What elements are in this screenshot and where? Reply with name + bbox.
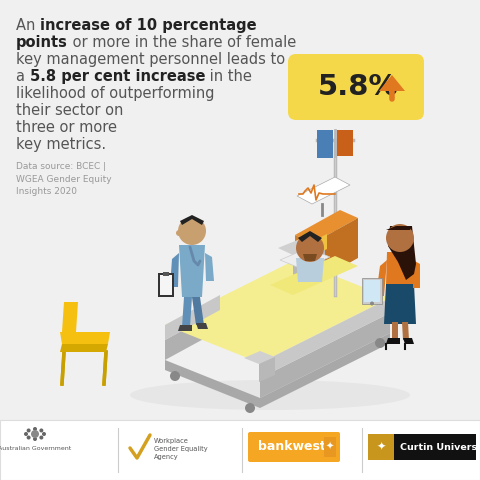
Polygon shape: [297, 177, 350, 204]
Circle shape: [170, 371, 180, 381]
Polygon shape: [337, 130, 353, 156]
Polygon shape: [62, 302, 78, 332]
FancyBboxPatch shape: [288, 54, 424, 120]
Bar: [0, 420, 480, 480]
Polygon shape: [386, 226, 412, 230]
Polygon shape: [170, 253, 179, 287]
Circle shape: [26, 429, 31, 432]
Polygon shape: [413, 260, 420, 288]
Polygon shape: [260, 333, 390, 408]
Text: Curtin University: Curtin University: [400, 443, 480, 452]
Polygon shape: [392, 322, 398, 340]
Circle shape: [39, 429, 43, 432]
Polygon shape: [386, 338, 400, 344]
Polygon shape: [313, 218, 358, 283]
Bar: [368, 434, 394, 460]
Text: increase of 10 percentage: increase of 10 percentage: [40, 18, 257, 33]
Polygon shape: [384, 284, 416, 324]
Circle shape: [42, 432, 46, 436]
Polygon shape: [386, 252, 414, 284]
Polygon shape: [403, 338, 414, 344]
Polygon shape: [60, 332, 110, 344]
Polygon shape: [244, 351, 275, 364]
Polygon shape: [402, 322, 409, 340]
Text: 5.8%: 5.8%: [318, 73, 398, 101]
Polygon shape: [180, 215, 204, 225]
Polygon shape: [165, 310, 220, 360]
Circle shape: [386, 224, 414, 252]
Polygon shape: [388, 226, 416, 280]
Polygon shape: [296, 258, 324, 282]
Text: a: a: [16, 69, 30, 84]
Text: in the: in the: [205, 69, 252, 84]
Polygon shape: [362, 278, 382, 304]
Text: points: points: [16, 35, 68, 50]
Polygon shape: [376, 260, 387, 296]
Text: or more in the share of female: or more in the share of female: [68, 35, 296, 50]
Polygon shape: [158, 273, 174, 297]
Circle shape: [245, 403, 255, 413]
Polygon shape: [293, 242, 325, 275]
Polygon shape: [280, 248, 330, 269]
Polygon shape: [205, 253, 214, 281]
Ellipse shape: [130, 380, 410, 410]
Circle shape: [33, 427, 37, 431]
Polygon shape: [317, 130, 333, 158]
Polygon shape: [178, 325, 192, 331]
Polygon shape: [364, 280, 380, 302]
FancyBboxPatch shape: [248, 432, 340, 462]
Polygon shape: [295, 210, 358, 243]
Polygon shape: [165, 360, 260, 408]
Polygon shape: [160, 275, 172, 295]
Polygon shape: [298, 231, 322, 242]
Circle shape: [375, 338, 385, 348]
Text: key management personnel leads to: key management personnel leads to: [16, 52, 285, 67]
Polygon shape: [192, 297, 204, 325]
Circle shape: [296, 234, 324, 262]
Text: likelihood of outperforming: likelihood of outperforming: [16, 86, 215, 101]
Polygon shape: [278, 235, 325, 255]
Circle shape: [370, 301, 374, 305]
Polygon shape: [165, 260, 390, 363]
Polygon shape: [297, 238, 309, 259]
Text: bankwest: bankwest: [258, 441, 326, 454]
Polygon shape: [295, 235, 313, 283]
Bar: [368, 434, 476, 460]
Text: Australian Government: Australian Government: [0, 446, 72, 451]
Polygon shape: [196, 323, 208, 329]
Circle shape: [176, 230, 182, 236]
Text: 5.8 per cent increase: 5.8 per cent increase: [30, 69, 205, 84]
Circle shape: [178, 217, 206, 245]
Polygon shape: [179, 245, 205, 297]
Bar: [324, 437, 336, 457]
Text: An: An: [16, 18, 40, 33]
Text: Data source: BCEC |
WGEA Gender Equity
Insights 2020: Data source: BCEC | WGEA Gender Equity I…: [16, 162, 112, 196]
Polygon shape: [260, 298, 390, 378]
Text: their sector on: their sector on: [16, 103, 123, 118]
Text: ✦: ✦: [376, 442, 386, 452]
Polygon shape: [259, 357, 275, 382]
Polygon shape: [182, 297, 192, 327]
Polygon shape: [315, 234, 327, 255]
Text: three or more: three or more: [16, 120, 117, 135]
Text: key metrics.: key metrics.: [16, 137, 106, 152]
Polygon shape: [379, 75, 405, 91]
Polygon shape: [260, 313, 390, 398]
Polygon shape: [60, 344, 108, 352]
Circle shape: [31, 430, 39, 438]
Polygon shape: [165, 295, 220, 340]
Text: Workplace
Gender Equality
Agency: Workplace Gender Equality Agency: [154, 438, 208, 460]
Polygon shape: [270, 256, 358, 295]
Circle shape: [33, 437, 37, 441]
Polygon shape: [163, 272, 169, 276]
Circle shape: [26, 435, 31, 440]
Circle shape: [39, 435, 43, 440]
Polygon shape: [303, 254, 317, 261]
Circle shape: [24, 432, 28, 436]
Text: ✦: ✦: [326, 442, 334, 452]
